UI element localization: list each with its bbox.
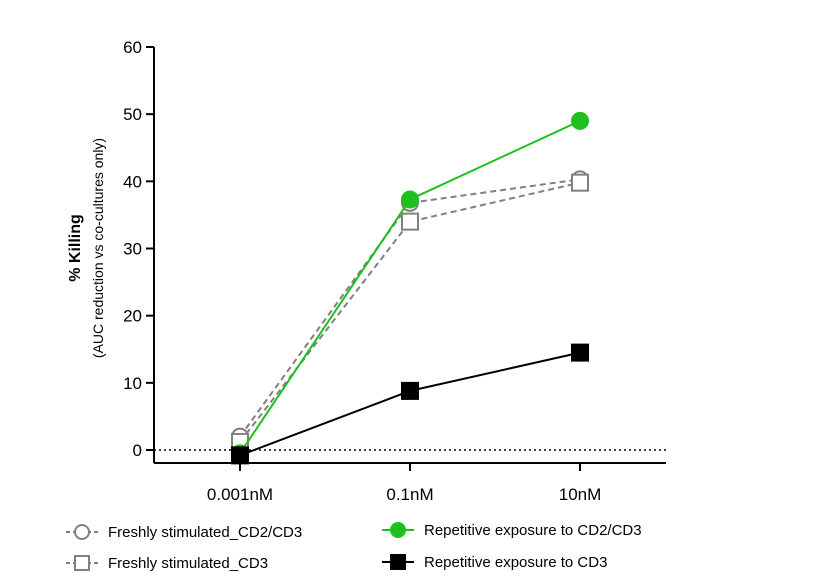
data-point [401,212,419,231]
y-tick-label: 50 [123,105,142,124]
legend-swatch-marker [390,522,406,538]
data-point [401,381,419,400]
series-layer [231,111,589,465]
y-tick-label: 30 [123,240,142,259]
y-axis-subtitle: (AUC reduction vs co-cultures only) [90,138,106,358]
legend-label: Repetitive exposure to CD2/CD3 [424,522,642,539]
legend-label: Freshly stimulated_CD2/CD3 [108,524,302,541]
series-3 [231,111,589,463]
data-point [571,173,589,192]
x-tick-label: 10nM [559,485,602,504]
data-point [571,343,589,362]
series-line [239,178,581,438]
data-point [401,190,419,209]
y-tick-label: 10 [123,374,142,393]
legend-item-3: Repetitive exposure to CD2/CD3 [382,522,642,539]
series-1 [231,170,589,446]
y-tick-label: 40 [123,172,142,191]
series-2 [231,173,589,451]
legend-swatch-marker [74,555,90,571]
legend-item-1: Freshly stimulated_CD2/CD3 [66,524,302,541]
legend-swatch-marker [74,524,90,540]
y-tick-label: 20 [123,307,142,326]
legend-item-2: Freshly stimulated_CD3 [66,555,268,572]
series-line [239,119,581,454]
legend-item-4: Repetitive exposure to CD3 [382,554,607,571]
y-axis-title: % Killing [67,214,84,282]
series-4 [231,343,589,465]
data-point [571,111,589,130]
data-point [231,446,249,465]
axes: 0 10 20 30 40 50 60 0.001nM 0.1nM 10nM [123,38,666,504]
legend-label: Repetitive exposure to CD3 [424,554,607,571]
legend-swatch-marker [390,554,406,570]
legend-label: Freshly stimulated_CD3 [108,555,268,572]
x-tick-label: 0.1nM [386,485,433,504]
y-tick-label: 60 [123,38,142,57]
y-tick-label: 0 [133,441,142,460]
legend: Freshly stimulated_CD2/CD3 Freshly stimul… [66,522,642,572]
x-tick-label: 0.001nM [207,485,273,504]
